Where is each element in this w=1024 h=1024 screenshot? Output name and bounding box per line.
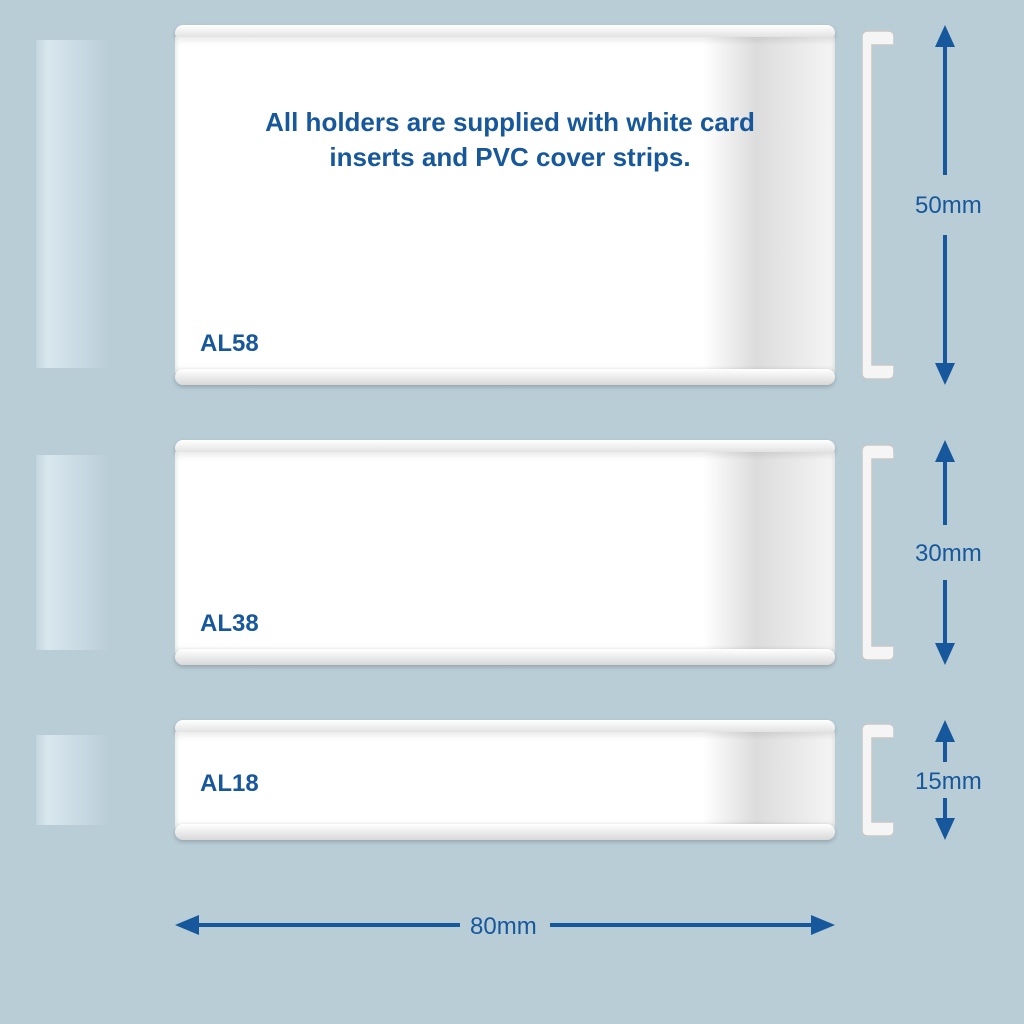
dim-label-50mm: 50mm: [915, 192, 982, 220]
label-al58: AL58: [200, 330, 259, 358]
card-area: [175, 452, 835, 653]
profile-al58: [862, 25, 894, 385]
card-area: [175, 732, 835, 828]
dim-label-15mm: 15mm: [915, 768, 982, 796]
profile-al18: [862, 720, 894, 840]
label-al38: AL38: [200, 610, 259, 638]
card-area: [175, 37, 835, 373]
profile-al38: [862, 440, 894, 665]
pvc-strip-al58: [35, 40, 185, 368]
pvc-strip-al38: [35, 455, 185, 650]
label-al18: AL18: [200, 770, 259, 798]
dim-label-30mm: 30mm: [915, 540, 982, 568]
rail-bottom: [175, 369, 835, 385]
description-text: All holders are supplied with white card…: [250, 105, 770, 175]
pvc-strip-al18: [35, 735, 185, 825]
dim-label-80mm: 80mm: [470, 913, 537, 941]
rail-bottom: [175, 824, 835, 840]
rail-bottom: [175, 649, 835, 665]
